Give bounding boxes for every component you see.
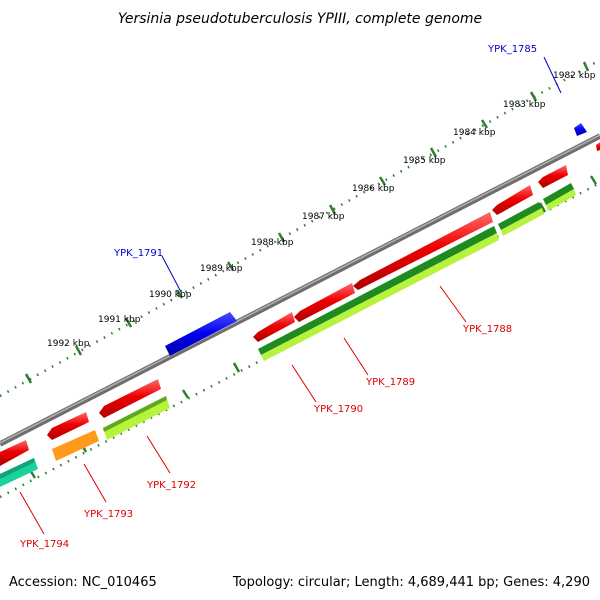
kbp-label: 1988 kbp	[251, 238, 294, 248]
gene-red-edge[interactable]	[596, 142, 600, 151]
gene-ypk-1789[interactable]	[294, 283, 355, 322]
gene-ypk-1788[interactable]	[353, 212, 493, 290]
gene-label-ypk-1792[interactable]: YPK_1792	[146, 480, 196, 491]
cog-track-dark-green-b	[103, 396, 167, 432]
kbp-label: 1982 kbp	[553, 71, 596, 81]
cog-track-orange	[52, 430, 99, 461]
cog-track-light-green	[103, 189, 576, 440]
kbp-label: 1985 kbp	[403, 156, 446, 166]
leader-ypk-1793	[83, 463, 107, 503]
outer-major-ticks	[24, 61, 590, 384]
accession-text: Accession: NC_010465	[9, 575, 157, 590]
leader-ypk-1788	[439, 285, 467, 323]
gene-label-ypk-1789[interactable]: YPK_1789	[365, 377, 415, 388]
kbp-label: 1986 kbp	[352, 184, 395, 194]
gene-label-ypk-1791[interactable]: YPK_1791	[113, 248, 163, 259]
gene-red-small-a[interactable]	[492, 185, 533, 215]
gene-label-ypk-1785[interactable]: YPK_1785	[487, 44, 537, 55]
gene-red-small-b[interactable]	[538, 165, 568, 188]
leader-ypk-1792	[146, 435, 171, 474]
gene-ypk-1793[interactable]	[47, 412, 89, 440]
gene-label-ypk-1788[interactable]: YPK_1788	[462, 324, 512, 335]
kbp-label: 1987 kbp	[302, 212, 345, 222]
genome-title: Yersinia pseudotuberculosis YPIII, compl…	[118, 11, 482, 27]
kbp-label: 1992 kbp	[47, 339, 90, 349]
kbp-label: 1991 kbp	[98, 315, 141, 325]
gene-ypk-1791[interactable]	[165, 312, 237, 356]
kbp-label: 1984 kbp	[453, 128, 496, 138]
cog-track-teal	[0, 458, 38, 487]
leader-ypk-1790	[291, 364, 317, 403]
kbp-label: 1983 kbp	[503, 100, 546, 110]
cog-track-dark-green	[258, 183, 574, 355]
leader-ypk-1794	[19, 491, 45, 535]
leader-ypk-1789	[343, 337, 369, 376]
gene-ypk-1790[interactable]	[253, 312, 295, 342]
gene-label-ypk-1790[interactable]: YPK_1790	[313, 404, 363, 415]
gene-ypk-1794[interactable]	[0, 440, 29, 466]
leader-ypk-1785	[543, 56, 562, 94]
gene-ypk-1785[interactable]	[574, 123, 587, 136]
kbp-label: 1990 kbp	[149, 290, 192, 300]
gene-label-ypk-1794[interactable]: YPK_1794	[19, 539, 69, 550]
gene-ypk-1792[interactable]	[99, 379, 161, 418]
genome-backbone	[0, 133, 600, 447]
gene-label-ypk-1793[interactable]: YPK_1793	[83, 509, 133, 520]
topology-text: Topology: circular; Length: 4,689,441 bp…	[232, 575, 590, 590]
kbp-label: 1989 kbp	[200, 264, 243, 274]
leader-ypk-1791	[161, 255, 182, 293]
